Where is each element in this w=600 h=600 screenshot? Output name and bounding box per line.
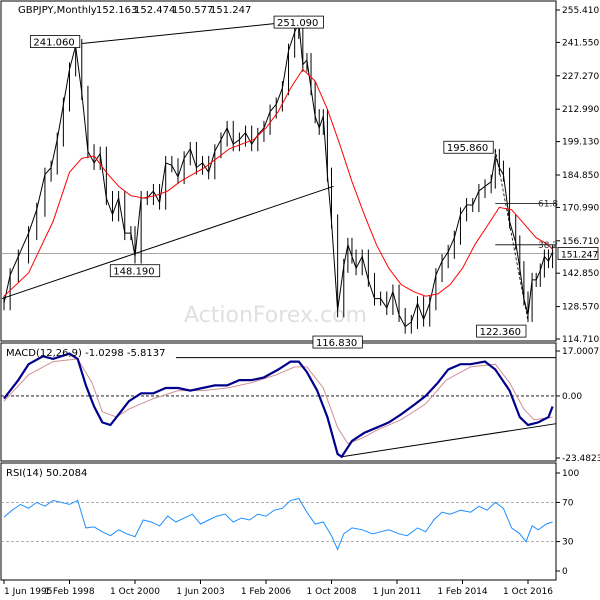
x-tick-label: 1 Jun 2003 [176,587,224,597]
price-tick-label: 170.990 [562,203,599,213]
annotation-box [273,15,324,29]
x-tick-label: 1 Oct 2000 [110,587,160,597]
price-tick-label: 184.850 [562,171,599,181]
rsi-label: RSI(14) 50.2084 [6,468,87,479]
current-price-box [557,247,599,260]
price-tick-label: 241.550 [562,38,599,48]
rsi-panel [0,462,557,581]
x-tick-label: 1 Jun 2011 [373,587,421,597]
annotation-label: 148.190 [113,267,154,278]
fib-label: 38.2 [538,241,558,251]
annotation-label: 251.090 [277,18,318,29]
annotation-box [29,35,81,48]
price-line [3,20,554,328]
price-tick-label: 212.990 [562,105,599,115]
annotation-box [109,264,161,278]
price-tick-label: 255.410 [562,6,599,16]
macd-panel [0,342,557,462]
macd-tick-label: 17.0007 [562,347,599,357]
price-ohlc-close: 151.247 [210,5,251,16]
price-panel [0,0,557,342]
rsi-tick-label: 30 [562,538,574,548]
fib-base-line [494,149,529,322]
macd-tick-label: -23.4823 [562,454,600,464]
rsi-tick-label: 100 [562,469,579,479]
annotation-box [443,140,494,154]
price-layer: 251.090 241.060 148.190 195.860 116.830 122.3… [1,15,558,349]
moving-average-line [3,68,553,297]
macd-label: MACD(12,26,9) -1.0298 -5.8137 [6,348,166,359]
price-tick-label: 114.710 [562,335,599,345]
lower-trend-line [1,185,334,300]
price-ohlc-open: 152.163 [96,5,137,16]
annotation-box [312,335,363,349]
macd-lower-trend-line [341,423,557,458]
fib-label: 61.8 [538,200,558,210]
price-tick-label: 199.130 [562,138,599,148]
rsi-layer [1,497,556,551]
annotation-box [476,324,527,338]
rsi-tick-label: 70 [562,498,574,508]
price-tick-label: 156.710 [562,237,599,247]
macd-signal-line [3,358,553,445]
price-title: GBPJPY,Monthly [18,5,97,16]
x-tick-label: 1 Feb 1998 [44,587,95,597]
watermark: ActionForex.com [184,303,367,328]
x-tick-label: 1 Jun 1995 [4,587,52,597]
current-price-label: 151.247 [561,251,598,261]
price-ohlc-high: 152.474 [134,5,175,16]
x-tick-label: 1 Feb 2014 [437,587,488,597]
annotation-label: 122.360 [480,327,521,338]
rsi-line [3,497,553,551]
axis-layer: 255.410 241.550 227.270 212.990 199.130 184.8… [3,6,600,597]
macd-layer [1,352,557,459]
price-ohlc-low: 150.577 [172,5,213,16]
annotation-label: 195.860 [447,143,488,154]
annotation-label: 116.830 [316,338,357,349]
price-tick-label: 128.570 [562,303,599,313]
macd-line [3,352,554,459]
x-tick-label: 1 Oct 2016 [503,587,553,597]
price-tick-label: 142.850 [562,269,599,279]
rsi-tick-label: 0 [562,567,568,577]
macd-tick-label: 0.00 [562,392,582,402]
annotation-label: 241.060 [33,38,74,49]
x-tick-label: 1 Oct 2008 [307,587,357,597]
x-tick-label: 1 Feb 2006 [241,587,292,597]
price-tick-label: 227.270 [562,72,599,82]
